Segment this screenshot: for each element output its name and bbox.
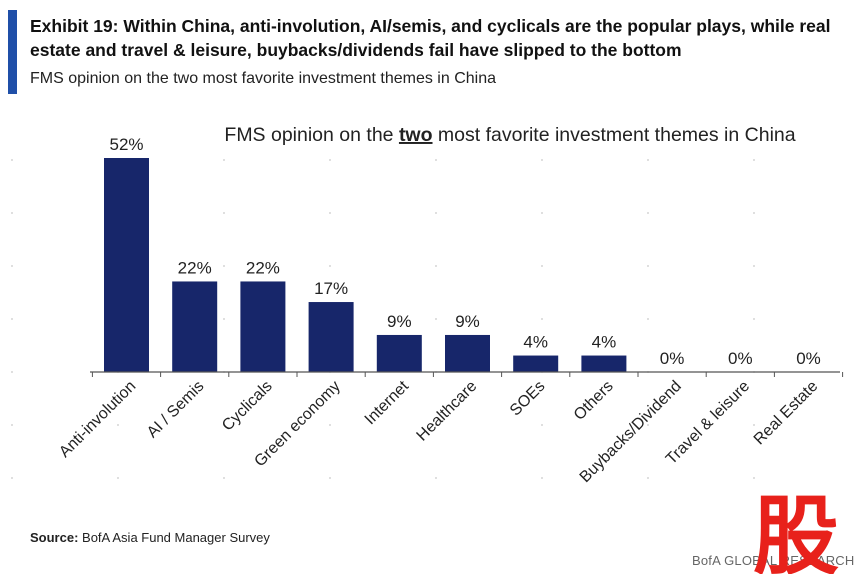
category-label: Others <box>571 378 617 424</box>
bar <box>445 334 490 372</box>
bar-value-label: 0% <box>728 349 753 368</box>
background-dot <box>329 477 331 479</box>
bar-value-label: 0% <box>660 349 685 368</box>
background-dot <box>541 318 543 320</box>
background-dot <box>11 477 13 479</box>
source-note: Source: BofA Asia Fund Manager Survey <box>30 530 270 545</box>
background-dot <box>541 159 543 161</box>
stock-watermark-logo: 股 <box>753 490 839 574</box>
exhibit-subtitle: FMS opinion on the two most favorite inv… <box>30 70 496 87</box>
bar <box>104 158 149 372</box>
background-dot <box>223 424 225 426</box>
background-dot <box>753 265 755 267</box>
category-labels-group: Anti-involution AI / Semis CyclicalsGreen … <box>56 377 821 486</box>
background-dot <box>11 265 13 267</box>
background-dot <box>329 212 331 214</box>
bar <box>513 355 559 372</box>
bar-value-label: 4% <box>523 333 548 352</box>
background-dot <box>753 318 755 320</box>
background-dot <box>647 318 649 320</box>
background-dot <box>647 265 649 267</box>
background-dot <box>647 424 649 426</box>
background-dot <box>435 318 437 320</box>
background-dot <box>541 265 543 267</box>
chart-title-post: most favorite investment themes in China <box>433 124 796 146</box>
bar-value-label: 17% <box>314 279 348 298</box>
background-dot <box>541 212 543 214</box>
background-dot <box>541 424 543 426</box>
category-label: Anti-involution <box>56 378 139 461</box>
bars-group <box>104 158 627 372</box>
background-dot <box>11 212 13 214</box>
background-dot <box>647 159 649 161</box>
background-dot <box>11 318 13 320</box>
chart-title-emphasis: two <box>399 124 433 146</box>
bar-value-label: 22% <box>178 258 212 277</box>
background-dot <box>11 159 13 161</box>
background-dot <box>647 212 649 214</box>
category-label: Healthcare <box>414 378 481 445</box>
background-dot <box>435 159 437 161</box>
background-dot <box>753 424 755 426</box>
background-dot <box>435 212 437 214</box>
stock-glyph: 股 <box>753 490 839 574</box>
background-dot <box>117 424 119 426</box>
chart-title: FMS opinion on the two most favorite inv… <box>224 124 795 146</box>
x-axis <box>90 371 844 377</box>
exhibit-title: Exhibit 19: Within China, anti-involutio… <box>30 16 831 60</box>
background-dot <box>435 477 437 479</box>
background-dot <box>329 159 331 161</box>
background-dot <box>223 477 225 479</box>
bar <box>581 355 627 372</box>
background-dot <box>753 212 755 214</box>
background-dot <box>435 265 437 267</box>
background-dot <box>223 159 225 161</box>
accent-bar <box>8 10 17 94</box>
background-dot <box>223 212 225 214</box>
category-label: SOEs <box>507 378 549 420</box>
background-dot <box>223 265 225 267</box>
bar-value-label: 22% <box>246 258 280 277</box>
background-dot <box>435 424 437 426</box>
bar-value-label: 4% <box>592 333 617 352</box>
chart-title-pre: FMS opinion on the <box>224 124 399 146</box>
bar <box>308 302 354 372</box>
bar-value-label: 0% <box>796 349 821 368</box>
source-label: Source: <box>30 530 79 545</box>
background-dot <box>753 477 755 479</box>
category-label: Real Estate <box>751 378 822 449</box>
background-dot <box>647 477 649 479</box>
footer-brand: BofA GLOBAL RESEARCH <box>692 553 855 568</box>
background-dot <box>329 265 331 267</box>
category-label: AI / Semis <box>144 378 208 442</box>
bar <box>376 334 422 372</box>
category-label: Cyclicals <box>219 378 276 435</box>
background-dot <box>541 477 543 479</box>
background-dot <box>223 318 225 320</box>
bar-value-label: 52% <box>109 135 143 154</box>
bar <box>240 281 286 372</box>
bar-value-label: 9% <box>455 312 480 331</box>
background-dot <box>753 159 755 161</box>
background-dot <box>11 371 13 373</box>
background-dots <box>11 159 755 479</box>
bar <box>172 281 218 372</box>
source-text: BofA Asia Fund Manager Survey <box>78 530 270 545</box>
value-labels-group: 52% 22% 22% 17% 9% 9% 4% 4% 0% 0% 0% <box>109 135 820 368</box>
category-label: Internet <box>362 377 413 428</box>
background-dot <box>117 477 119 479</box>
background-dot <box>11 424 13 426</box>
bar-value-label: 9% <box>387 312 412 331</box>
background-dot <box>329 424 331 426</box>
